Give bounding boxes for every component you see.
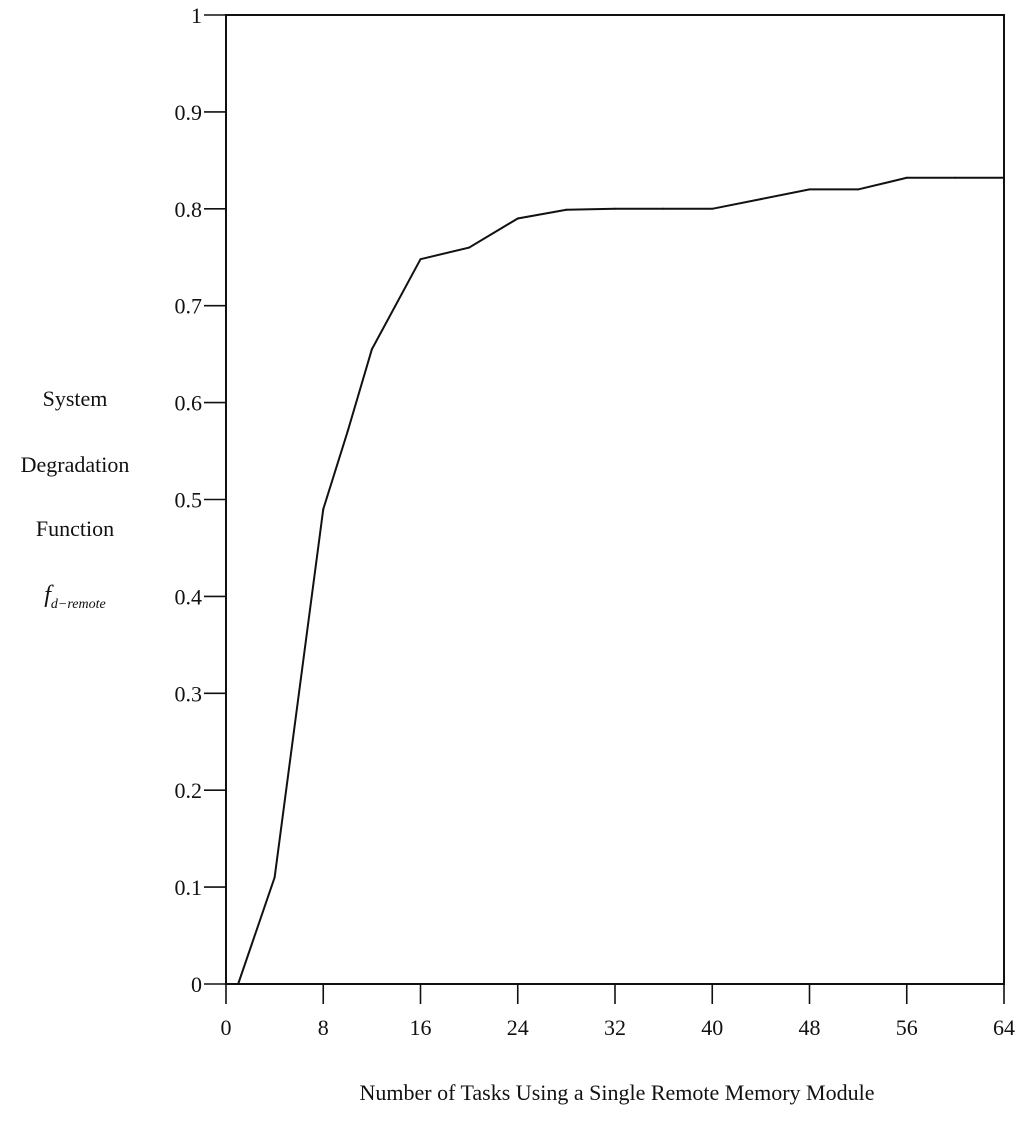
y-tick-label: 0.1 — [175, 875, 203, 900]
y-tick-label: 1 — [191, 3, 202, 28]
y-axis-label-symbol: fd−remote — [0, 582, 150, 613]
y-axis-label-line-2: Degradation — [20, 452, 130, 477]
data-point — [370, 348, 373, 351]
data-point — [322, 508, 325, 511]
data-point — [237, 983, 240, 985]
y-axis-label-line-1: System — [42, 386, 108, 411]
data-point — [808, 188, 811, 191]
x-tick-label: 64 — [993, 1015, 1015, 1040]
data-point — [273, 876, 276, 879]
data-point — [954, 176, 957, 179]
data-point — [565, 208, 568, 211]
y-tick-label: 0 — [191, 972, 202, 997]
data-point — [1003, 176, 1005, 179]
y-tick-label: 0.2 — [175, 778, 203, 803]
y-tick-label: 0.5 — [175, 488, 203, 513]
x-tick-label: 32 — [604, 1015, 626, 1040]
y-tick-label: 0.4 — [175, 584, 203, 609]
y-axis-symbol-subscript: d−remote — [50, 596, 106, 612]
plot-frame — [225, 14, 1005, 985]
y-tick-label: 0.7 — [175, 294, 203, 319]
data-point — [759, 198, 762, 201]
data-point — [614, 207, 616, 210]
data-point — [905, 176, 908, 179]
x-tick-label: 0 — [221, 1015, 232, 1040]
x-tick-label: 56 — [896, 1015, 918, 1040]
x-tick-label: 40 — [701, 1015, 723, 1040]
series-line — [237, 176, 1004, 985]
data-point — [419, 258, 422, 261]
y-tick-label: 0.9 — [175, 100, 203, 125]
data-point — [346, 430, 349, 433]
data-point — [711, 207, 714, 210]
y-tick-label: 0.3 — [175, 681, 203, 706]
y-axis-label-line-3: Function — [35, 516, 115, 541]
data-point — [857, 188, 860, 191]
x-tick-label: 48 — [799, 1015, 821, 1040]
data-point — [516, 217, 519, 220]
x-axis-label: Number of Tasks Using a Single Remote Me… — [359, 1080, 875, 1105]
data-point — [662, 207, 665, 210]
y-tick-label: 0.6 — [175, 391, 203, 416]
y-axis-symbol: f — [44, 582, 51, 608]
x-tick-label: 8 — [318, 1015, 329, 1040]
y-tick-label: 0.8 — [175, 197, 203, 222]
data-point — [468, 246, 471, 249]
x-tick-label: 24 — [507, 1015, 529, 1040]
x-tick-label: 16 — [410, 1015, 432, 1040]
